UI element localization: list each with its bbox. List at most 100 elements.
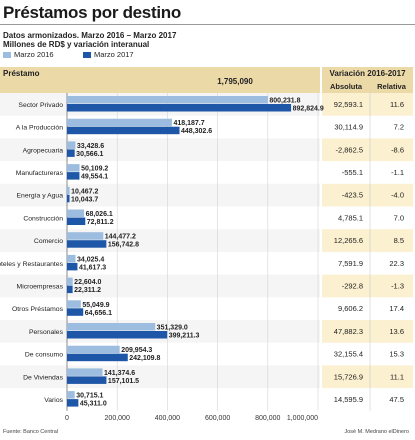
variation-row-band <box>322 93 413 116</box>
absolute-variation: 7,591.9 <box>338 259 363 268</box>
data-label-2016: 33,428.6 <box>77 143 104 150</box>
data-label-2017: 30,566.1 <box>76 151 103 158</box>
bar-2016 <box>67 118 172 127</box>
absolute-variation: 47,882.3 <box>334 327 363 336</box>
bar-2016 <box>67 96 268 104</box>
category-label: De consumo <box>25 352 63 359</box>
data-label-2016: 141,374.6 <box>104 370 135 377</box>
bar-2016 <box>67 277 73 286</box>
chart-title: Préstamos por destino <box>3 3 181 22</box>
data-label-2017: 22,311.2 <box>74 287 101 294</box>
category-label: Otros Préstamos <box>12 306 64 313</box>
bar-2017 <box>67 285 73 294</box>
relative-variation: 13.6 <box>389 327 404 336</box>
variation-row-band <box>322 365 413 389</box>
bar-2017 <box>67 331 168 339</box>
row-band <box>0 274 320 298</box>
absolute-variation: 9,606.2 <box>338 304 363 313</box>
relative-variation: 7.2 <box>394 123 404 132</box>
category-label: Varios <box>44 397 63 404</box>
category-label: A la Producción <box>16 125 63 132</box>
bar-2017 <box>67 353 128 362</box>
category-label: Comercio <box>34 238 63 245</box>
category-label: Agropecuaria <box>23 147 64 154</box>
x-tick-label: 400,000 <box>155 415 180 422</box>
legend-item-2016: Marzo 2016 <box>3 50 54 59</box>
bar-2016 <box>67 186 70 195</box>
relative-variation: 17.4 <box>389 304 404 313</box>
bar-2017 <box>67 104 292 112</box>
absolute-variation: -2,862.5 <box>335 145 363 154</box>
relative-variation: -4.0 <box>391 191 404 200</box>
legend-label-2017: Marzo 2017 <box>94 50 134 59</box>
relative-variation: 8.5 <box>394 236 404 245</box>
x-tick-label: 0 <box>65 415 69 422</box>
row-band <box>0 183 320 207</box>
bar-2016 <box>67 254 76 263</box>
absolute-variation: 12,265.6 <box>334 236 363 245</box>
relative-header: Relativa <box>377 82 407 91</box>
relative-variation: 7.0 <box>394 213 404 222</box>
subtitle-period: Datos armonizados. Marzo 2016 – Marzo 20… <box>3 31 177 40</box>
data-label-2016: 68,026.1 <box>86 211 113 218</box>
data-label-2017: 45,311.0 <box>80 401 107 408</box>
footer-source: Fuente: Banco Central <box>3 429 59 435</box>
data-label-2016: 800,231.8 <box>269 98 300 105</box>
data-label-2016: 30,715.1 <box>76 393 103 400</box>
data-label-2017: 892,824.9 <box>293 106 324 113</box>
absolute-variation: 92,593.1 <box>334 100 363 109</box>
x-tick-label: 1,000,000 <box>287 415 318 422</box>
data-label-2016: 55,049.9 <box>82 302 109 309</box>
data-label-2017: 41,617.3 <box>79 264 106 271</box>
relative-variation: -1.3 <box>391 281 404 290</box>
variation-row-band <box>322 229 413 252</box>
variation-header: Variación 2016-2017 <box>329 69 406 78</box>
table-header-bg <box>0 67 320 93</box>
bar-2016 <box>67 232 104 240</box>
data-label-2016: 34,025.4 <box>77 256 104 263</box>
data-label-2017: 72,811.2 <box>87 219 114 226</box>
category-label: Microempresas <box>17 283 64 290</box>
variation-row-band <box>322 274 413 298</box>
legend-swatch-2017 <box>83 52 91 58</box>
bar-2016 <box>67 141 76 149</box>
bar-2016 <box>67 209 85 217</box>
absolute-variation: -292.8 <box>342 281 363 290</box>
legend-label-2016: Marzo 2016 <box>14 50 54 59</box>
absolute-header: Absoluta <box>330 82 363 91</box>
data-label-2016: 351,329.0 <box>157 325 188 332</box>
category-label: Hoteles y Restaurantes <box>0 261 64 268</box>
bar-2016 <box>67 345 120 354</box>
variation-row-band <box>322 138 413 162</box>
data-label-2016: 50,109.2 <box>81 166 108 173</box>
subtitle-units: Millones de RD$ y variación interanual <box>3 40 150 49</box>
absolute-variation: 32,155.4 <box>334 350 363 359</box>
bar-2016 <box>67 391 75 399</box>
data-label-2016: 10,467.2 <box>71 188 98 195</box>
footer-credit: José M. Medrano elDinero <box>344 429 409 435</box>
variation-row-band <box>322 320 413 343</box>
header-label: Préstamo <box>3 69 40 78</box>
relative-variation: 11.1 <box>390 372 404 381</box>
absolute-variation: 14,595.9 <box>334 395 363 404</box>
data-label-2017: 64,656.1 <box>85 310 112 317</box>
bar-2017 <box>67 399 79 407</box>
category-label: Energía y Agua <box>17 193 64 200</box>
bar-2017 <box>67 262 78 271</box>
category-label: Sector Privado <box>18 102 63 109</box>
legend-item-2017: Marzo 2017 <box>83 50 134 59</box>
absolute-variation: 4,785.1 <box>338 213 363 222</box>
title-divider <box>0 24 415 25</box>
x-tick-label: 800,000 <box>255 415 280 422</box>
bar-2017 <box>67 172 80 180</box>
absolute-variation: 15,726.9 <box>334 372 363 381</box>
data-label-2017: 156,742.8 <box>108 242 139 249</box>
bar-2016 <box>67 300 81 308</box>
data-label-2016: 144,477.2 <box>105 234 136 241</box>
data-label-2017: 242,109.8 <box>129 355 160 362</box>
bar-2017 <box>67 126 180 135</box>
legend-swatch-2016 <box>3 52 11 58</box>
relative-variation: -1.1 <box>391 168 404 177</box>
bar-2016 <box>67 164 80 172</box>
bar-2017 <box>67 217 86 225</box>
